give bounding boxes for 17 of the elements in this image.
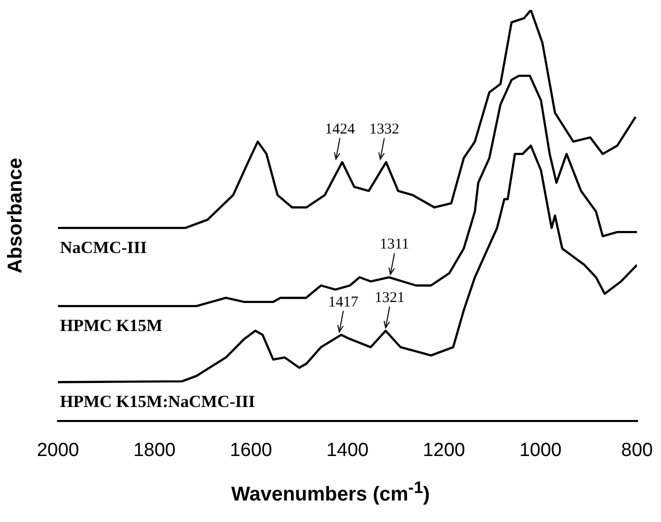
x-tick-label: 1000 xyxy=(519,440,562,461)
annotation: 1417 xyxy=(328,294,359,310)
annotation: 1332 xyxy=(369,122,400,138)
series-label: NaCMC-III xyxy=(60,238,148,257)
x-tick-label: 1800 xyxy=(133,440,176,461)
x-tick-label: 1400 xyxy=(326,440,369,461)
annotation: 1424 xyxy=(324,122,356,138)
series-label: HPMC K15M:NaCMC-III xyxy=(60,392,256,412)
annotation: 1311 xyxy=(380,236,410,253)
x-axis-title: Wavenumbers (cm$^{-1}$) xyxy=(230,478,431,507)
x-tick-label: 800 xyxy=(621,440,653,461)
y-axis-title: Absorbance xyxy=(4,158,27,274)
annotation: 1321 xyxy=(374,290,405,306)
x-tick-label: 1600 xyxy=(230,440,272,461)
x-tick-label: 1200 xyxy=(422,440,466,461)
series-label: HPMC K15M xyxy=(60,316,162,335)
x-tick-label: 2000 xyxy=(36,440,80,461)
